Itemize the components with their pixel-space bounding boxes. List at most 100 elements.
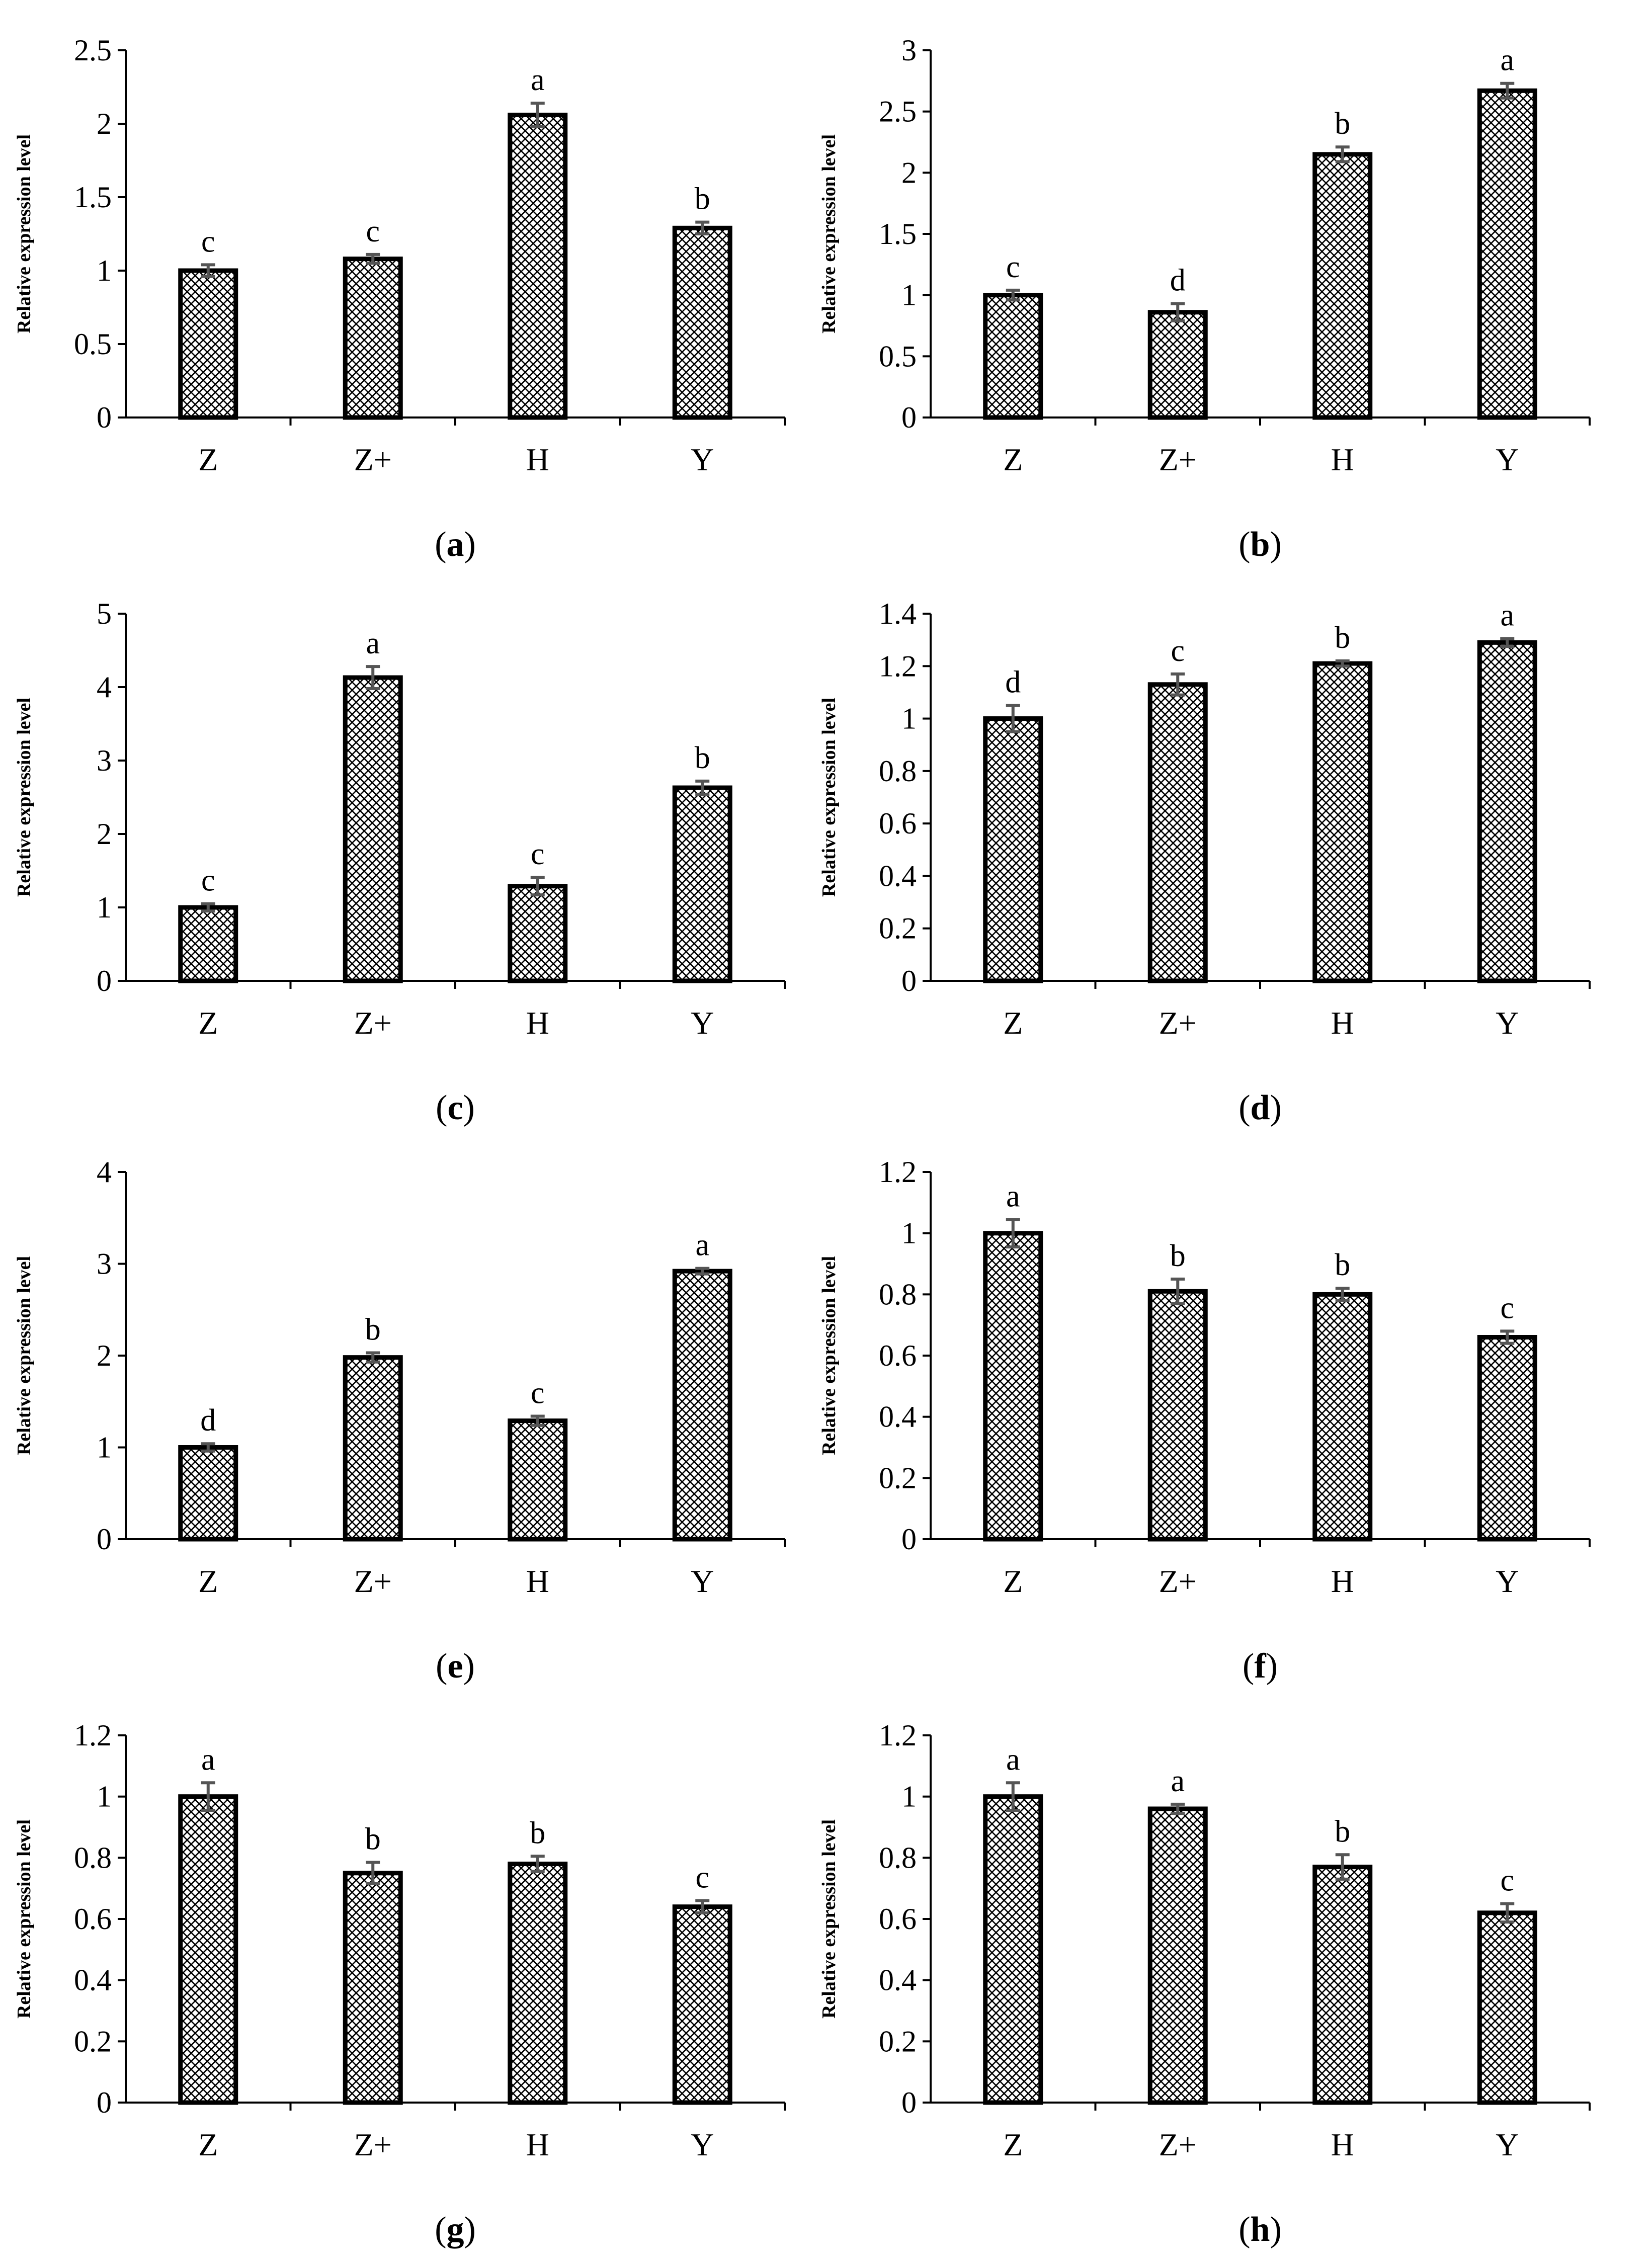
y-tick-label: 0 [97, 401, 112, 434]
x-category-label: Y [691, 2127, 714, 2162]
significance-letter: b [365, 1822, 381, 1856]
x-category-label: Y [1496, 1005, 1519, 1041]
error-bar [1006, 1781, 1020, 1812]
y-tick-label: 0.4 [879, 859, 917, 892]
significance-letter: b [695, 741, 710, 775]
bar-H [508, 112, 568, 420]
bar-Y [672, 785, 732, 983]
x-category-label: H [526, 442, 549, 477]
bar-Z+ [1147, 310, 1208, 420]
y-tick-label: 1 [97, 891, 112, 924]
error-bar [201, 902, 215, 913]
significance-letter: d [1170, 264, 1186, 298]
x-category-label: Z [1003, 2127, 1023, 2162]
y-tick-label: 1.2 [74, 1719, 112, 1752]
x-category-label: Z [198, 442, 218, 477]
y-tick-label: 0.6 [879, 807, 917, 840]
bar-Z [178, 268, 238, 420]
error-bar [1335, 145, 1350, 163]
error-bar [695, 779, 710, 796]
bar-Z [983, 293, 1043, 420]
significance-letter: c [1006, 250, 1020, 284]
significance-letter: d [1005, 665, 1021, 700]
x-category-label: H [526, 2127, 549, 2162]
y-tick-label: 4 [97, 671, 112, 704]
panel-caption: (d) [1238, 1088, 1282, 1127]
bar-H [1312, 1292, 1373, 1542]
bar-H [1312, 152, 1373, 420]
panel-b-svg: Relative expression level 0 0.5 1 1.5 2 2.5 3 c Z… [818, 34, 1591, 564]
y-tick-label: 0.6 [74, 1902, 112, 1936]
bar-Z [983, 1794, 1043, 2105]
caption-letter: h [1251, 2210, 1270, 2249]
panel-caption: (b) [1238, 525, 1282, 564]
bar-Y [672, 1904, 732, 2105]
error-bar [366, 1861, 380, 1886]
y-tick-label: 2.5 [879, 95, 917, 128]
y-axis-label: Relative expression level [14, 1819, 35, 2019]
bar-H [508, 884, 568, 983]
significance-letter: b [695, 182, 710, 216]
error-bar [1171, 1802, 1185, 1815]
y-tick-label: 2.5 [74, 34, 112, 67]
x-category-label: Z+ [354, 442, 392, 477]
error-bar [366, 1351, 380, 1364]
error-bar [1335, 1853, 1350, 1881]
caption-letter: f [1254, 1647, 1266, 1686]
error-bar [201, 1442, 215, 1453]
bar-H [508, 1862, 568, 2105]
y-tick-label: 0 [97, 964, 112, 997]
caption-letter: b [1251, 525, 1270, 564]
y-tick-label: 0.5 [879, 340, 917, 373]
y-tick-label: 0.4 [879, 1400, 917, 1434]
x-category-label: Z [1003, 1563, 1023, 1599]
error-bar [1171, 1277, 1185, 1305]
caption-letter: g [447, 2210, 464, 2249]
y-tick-label: 0 [97, 2086, 112, 2119]
y-tick-label: 1 [97, 1780, 112, 1813]
y-tick-label: 0.8 [879, 755, 917, 788]
y-tick-label: 1.5 [74, 181, 112, 214]
error-bar [530, 1855, 545, 1873]
panel-h: Relative expression level 0 0.2 0.4 0.6 0.8 1 1… [815, 1695, 1600, 2261]
error-bar [695, 220, 710, 235]
x-category-label: H [1331, 1005, 1354, 1041]
panel-a-svg: Relative expression level 0 0.5 1 1.5 2 2.5 c Zc… [14, 34, 786, 564]
bar-Y [672, 1269, 732, 1542]
significance-letter: a [1006, 1179, 1020, 1213]
significance-letter: a [695, 1228, 709, 1263]
y-tick-label: 0 [97, 1523, 112, 1556]
y-tick-label: 0 [901, 964, 917, 997]
y-tick-label: 1 [901, 1780, 917, 1813]
error-bar [530, 876, 545, 897]
y-tick-label: 0.5 [74, 327, 112, 361]
y-tick-label: 5 [97, 597, 112, 630]
panel-caption: (g) [435, 2210, 476, 2249]
panel-d: Relative expression level 0 0.2 0.4 0.6 0.8 1 1… [815, 573, 1600, 1139]
panel-b: Relative expression level 0 0.5 1 1.5 2 2.5 3 c Z… [815, 10, 1600, 576]
y-tick-label: 1.4 [879, 597, 917, 630]
x-category-label: Z [198, 1563, 218, 1599]
y-tick-label: 0.4 [879, 1964, 917, 1997]
panel-g-svg: Relative expression level 0 0.2 0.4 0.6 0.8 1 1… [14, 1719, 786, 2249]
y-tick-label: 0.8 [879, 1841, 917, 1874]
significance-letter: b [1335, 107, 1350, 141]
y-tick-label: 1.2 [879, 649, 917, 683]
significance-letter: a [1500, 599, 1514, 633]
error-bar [1500, 637, 1515, 648]
bar-Z+ [343, 257, 403, 420]
x-category-label: Z+ [354, 2127, 392, 2162]
panel-caption: (c) [436, 1088, 475, 1127]
significance-letter: c [531, 837, 545, 871]
caption-letter: d [1251, 1088, 1270, 1127]
bar-Z [178, 905, 238, 983]
significance-letter: a [1171, 1764, 1185, 1798]
y-tick-label: 0 [901, 401, 917, 434]
y-tick-label: 2 [97, 1339, 112, 1372]
panel-h-svg: Relative expression level 0 0.2 0.4 0.6 0.8 1 1… [818, 1719, 1591, 2249]
y-tick-label: 1.5 [879, 217, 917, 250]
y-tick-label: 1 [97, 1431, 112, 1464]
